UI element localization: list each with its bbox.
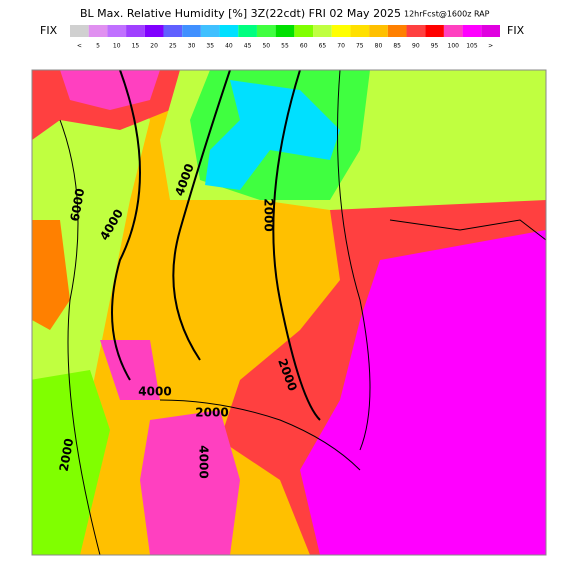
colorbar-swatch bbox=[238, 25, 257, 37]
fix-right: FIX bbox=[507, 24, 525, 37]
contour bbox=[111, 70, 141, 381]
contour-label: 2000 bbox=[262, 198, 276, 231]
contour-label: 2000 bbox=[195, 406, 228, 420]
field-sw bbox=[32, 370, 110, 555]
colorbar-label: 75 bbox=[356, 43, 364, 50]
colorbar-swatch bbox=[107, 25, 127, 37]
colorbar-swatch bbox=[313, 25, 332, 37]
title: BL Max. Relative Humidity [%] 3Z(22cdt) … bbox=[80, 7, 401, 20]
colorbar-label: 80 bbox=[375, 43, 383, 50]
colorbar-label: 60 bbox=[300, 43, 308, 50]
colorbar-label: 45 bbox=[244, 43, 252, 50]
colorbar-swatch bbox=[481, 25, 500, 37]
colorbar-label: 85 bbox=[393, 43, 401, 50]
colorbar-label: 70 bbox=[337, 43, 345, 50]
colorbar-label: 55 bbox=[281, 43, 289, 50]
fix-left: FIX bbox=[40, 24, 58, 37]
colorbar-swatch bbox=[275, 25, 295, 37]
contour bbox=[337, 70, 371, 451]
colorbar-swatch bbox=[126, 25, 145, 37]
colorbar-label: 65 bbox=[319, 43, 327, 50]
colorbar-label: 100 bbox=[448, 43, 460, 50]
colorbar-swatch bbox=[462, 25, 482, 37]
colorbar-swatch bbox=[163, 25, 183, 37]
colorbar-swatch bbox=[294, 25, 314, 37]
field-nw-peak bbox=[60, 70, 160, 110]
colorbar-label: 40 bbox=[225, 43, 233, 50]
colorbar-label: 90 bbox=[412, 43, 420, 50]
colorbar-label: 20 bbox=[150, 43, 158, 50]
colorbar-swatch bbox=[443, 25, 463, 37]
colorbar-label: > bbox=[488, 43, 493, 50]
contour bbox=[159, 399, 361, 471]
colorbar-label: 95 bbox=[431, 43, 439, 50]
colorbar-label: 105 bbox=[466, 43, 478, 50]
field-w-spot bbox=[32, 220, 70, 330]
colorbar-label: 10 bbox=[113, 43, 121, 50]
colorbar-label: 15 bbox=[132, 43, 140, 50]
colorbar-swatch bbox=[182, 25, 201, 37]
colorbar-swatch bbox=[350, 25, 370, 37]
colorbar-swatch bbox=[331, 25, 351, 37]
colorbar-swatch bbox=[369, 25, 388, 37]
colorbar-label: 50 bbox=[262, 43, 270, 50]
field-very-moist bbox=[300, 230, 546, 555]
map-frame bbox=[31, 69, 547, 556]
colorbar-swatch bbox=[425, 25, 444, 37]
contour bbox=[172, 70, 231, 361]
contour bbox=[59, 119, 101, 555]
field-dry bbox=[205, 80, 340, 190]
forecast-info: 12hrFcst@1600z RAP bbox=[404, 10, 490, 19]
colorbar-label: 5 bbox=[96, 43, 100, 50]
colorbar-label: 30 bbox=[188, 43, 196, 50]
colorbar-label: 25 bbox=[169, 43, 177, 50]
field-sw-peak bbox=[140, 410, 240, 555]
colorbar-swatch bbox=[219, 25, 239, 37]
contour-label: 4000 bbox=[138, 385, 171, 399]
colorbar: <5 10 15 20 25 30 35 40 45 50 55 60 65 70 75 80 85 90 95 10… bbox=[70, 25, 500, 50]
colorbar-swatch bbox=[88, 25, 108, 37]
colorbar-label: < bbox=[77, 43, 82, 50]
contour-label: 2000 bbox=[57, 437, 77, 472]
colorbar-swatch bbox=[200, 25, 220, 37]
contour bbox=[272, 70, 321, 421]
colorbar-swatch bbox=[387, 25, 407, 37]
contour-label: 4000 bbox=[197, 445, 211, 478]
colorbar-swatch bbox=[144, 25, 164, 37]
contour-label: 6000 bbox=[68, 187, 88, 222]
colorbar-swatch bbox=[70, 25, 89, 37]
field-mid-peak bbox=[100, 340, 160, 400]
colorbar-swatch bbox=[406, 25, 426, 37]
colorbar-swatch bbox=[256, 25, 276, 37]
border bbox=[389, 219, 546, 241]
colorbar-label: 35 bbox=[206, 43, 214, 50]
